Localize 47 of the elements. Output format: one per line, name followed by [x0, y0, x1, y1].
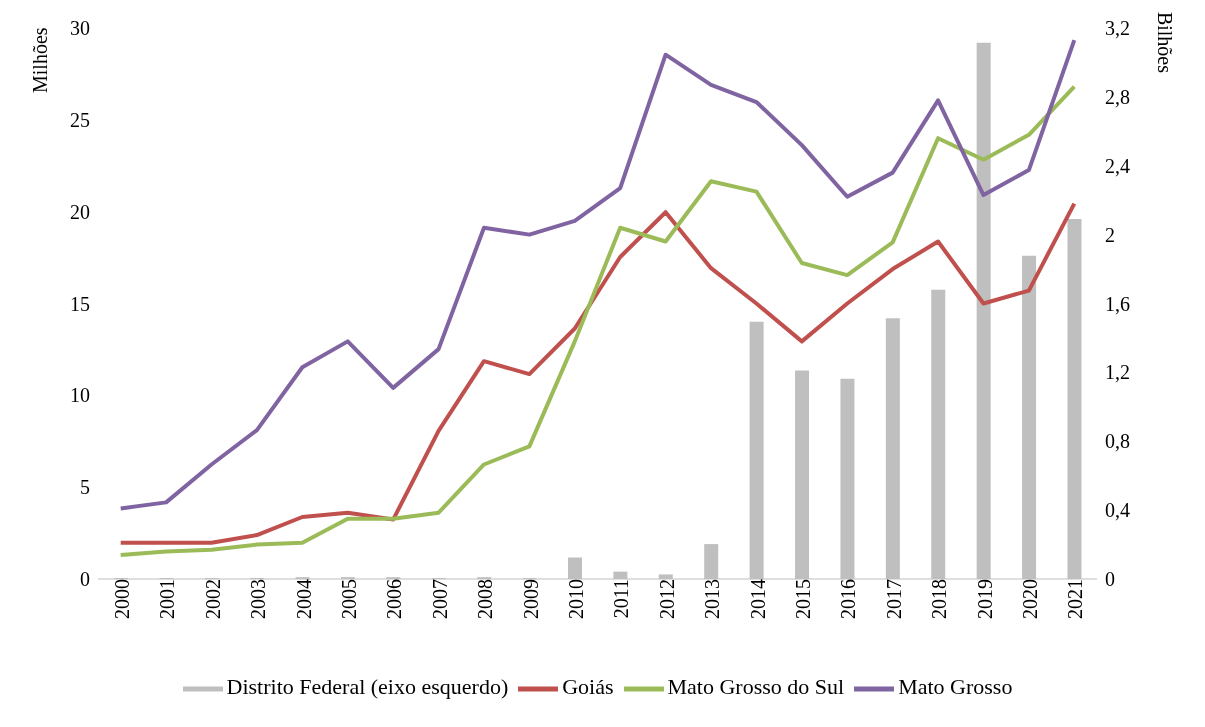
x-tick-label: 2012	[655, 579, 678, 619]
x-tick-label: 2018	[928, 579, 951, 619]
x-tick-label: 2009	[519, 579, 542, 619]
x-tick-label: 2008	[474, 579, 497, 619]
x-tick-label: 2000	[110, 579, 133, 619]
x-tick-label: 2016	[837, 579, 860, 619]
y-tick-label: 20	[70, 200, 90, 223]
x-tick-label: 2021	[1064, 579, 1087, 619]
x-tick-label: 2017	[882, 579, 905, 619]
legend-label: Goiás	[562, 674, 614, 700]
y2-tick-label: 2,8	[1105, 85, 1130, 108]
x-tick-label: 2005	[337, 579, 360, 619]
y2-tick-label: 0	[1105, 568, 1115, 591]
line-series	[118, 84, 1077, 557]
y-tick-label: 25	[70, 108, 90, 131]
y2-tick-label: 0,8	[1105, 430, 1130, 453]
x-tick-label: 2013	[701, 579, 724, 619]
legend-label: Mato Grosso	[898, 674, 1013, 700]
y2-tick-label: 2,4	[1105, 154, 1130, 177]
x-tick-label: 2004	[292, 579, 315, 619]
x-tick-label: 2010	[565, 579, 587, 619]
line-series	[118, 201, 1077, 545]
x-tick-label: 2002	[201, 579, 224, 619]
x-tick-label: 2007	[428, 579, 451, 619]
legend-label: Mato Grosso do Sul	[667, 674, 845, 700]
x-tick-label: 2006	[383, 579, 406, 619]
x-tick-label: 2014	[746, 579, 769, 619]
y-tick-label: 0	[80, 568, 90, 591]
y-tick-label: 5	[80, 476, 90, 499]
y2-tick-label: 2	[1105, 223, 1115, 246]
y-tick-label: 10	[70, 384, 90, 407]
x-tick-label: 2003	[247, 579, 270, 619]
line-series	[118, 38, 1077, 511]
y2-tick-label: 1,2	[1105, 361, 1130, 384]
y2-tick-label: 1,6	[1105, 292, 1130, 315]
x-tick-label: 2019	[973, 579, 996, 619]
x-tick-label: 2020	[1019, 579, 1042, 619]
y-axis-title: Milhões	[29, 27, 52, 93]
y2-axis-title: Bilhões	[1153, 11, 1176, 74]
y2-tick-label: 0,4	[1105, 499, 1130, 522]
x-tick-label: 2001	[156, 579, 179, 619]
x-tick-label: 2011	[610, 579, 633, 619]
legend-label: Distrito Federal (eixo esquerdo)	[226, 674, 509, 700]
x-tick-label: 2015	[792, 579, 815, 619]
y-tick-label: 15	[70, 292, 90, 315]
y2-tick-label: 3,2	[1105, 17, 1130, 40]
y-tick-label: 30	[70, 17, 90, 40]
